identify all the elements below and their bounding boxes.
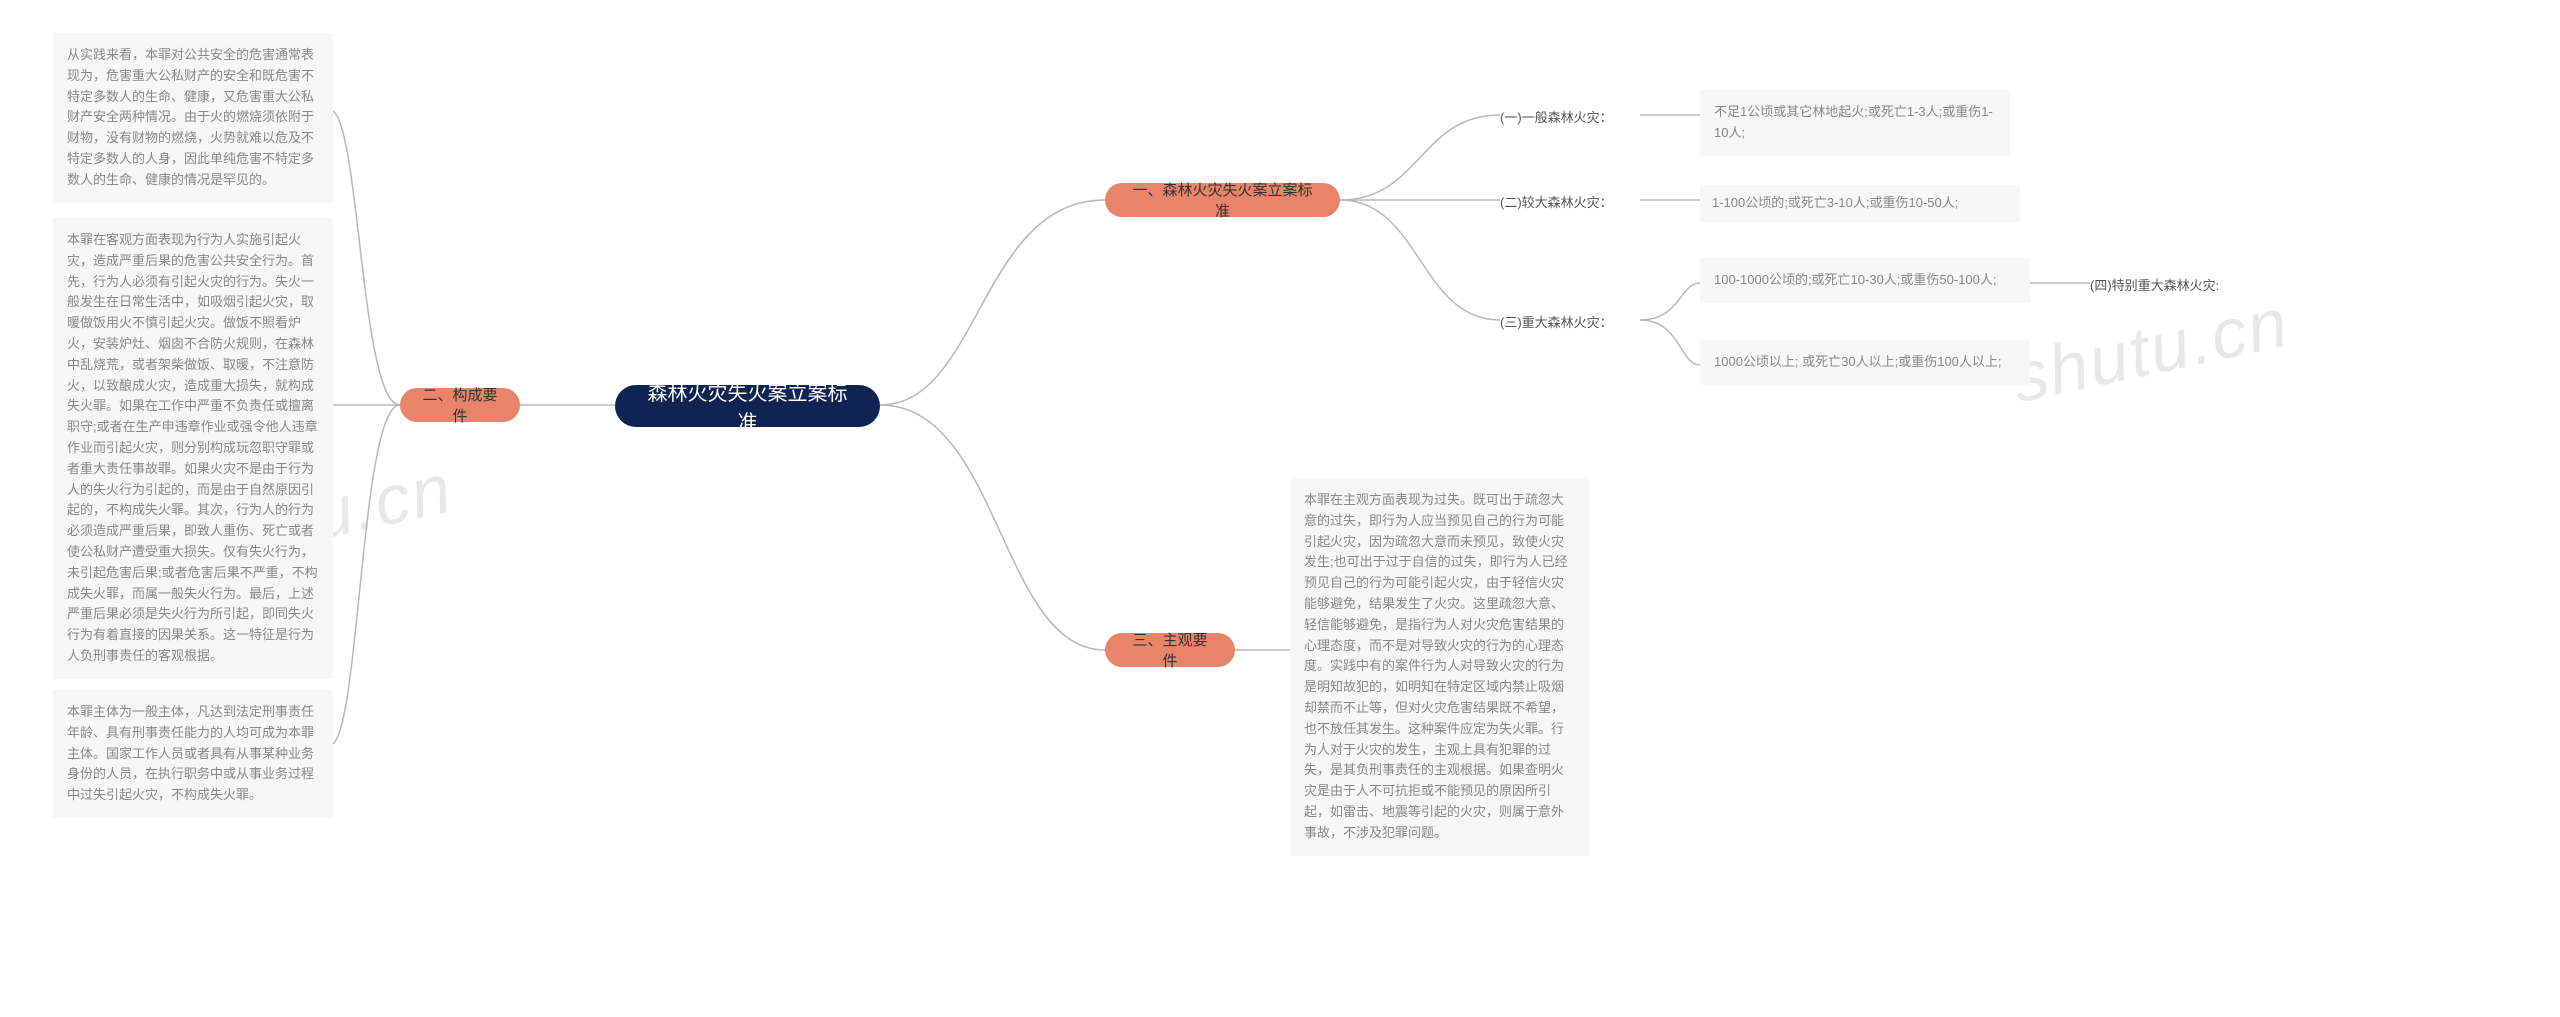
branch-3: 三、主观要件 — [1105, 633, 1235, 667]
branch1-sub2-label: (二)较大森林火灾： — [1500, 192, 1613, 211]
branch1-sub1-label: (一)一般森林火灾： — [1500, 107, 1613, 126]
branch1-sub4-label: (四)特别重大森林火灾: — [2090, 275, 2219, 294]
branch2-sub3-desc: 本罪主体为一般主体，凡达到法定刑事责任年龄、具有刑事责任能力的人均可成为本罪主体… — [53, 690, 333, 818]
branch2-sub2-desc: 本罪在客观方面表现为行为人实施引起火灾，造成严重后果的危害公共安全行为。首先，行… — [53, 218, 333, 679]
root-node: 森林火灾失火案立案标准 — [615, 385, 880, 427]
branch1-sub1-desc: 不足1公顷或其它林地起火;或死亡1-3人;或重伤1-10人; — [1700, 90, 2010, 156]
branch1-sub3-label: (三)重大森林火灾： — [1500, 312, 1613, 331]
branch1-sub3-desc-a: 100-1000公顷的;或死亡10-30人;或重伤50-100人; — [1700, 258, 2030, 303]
branch3-desc: 本罪在主观方面表现为过失。既可出于疏忽大意的过失，即行为人应当预见自己的行为可能… — [1290, 478, 1590, 856]
branch1-sub2-desc: 1-100公顷的;或死亡3-10人;或重伤10-50人; — [1700, 185, 2020, 222]
connector-lines — [0, 0, 2560, 1017]
branch1-sub3-desc-b: 1000公顷以上; 或死亡30人以上;或重伤100人以上; — [1700, 340, 2030, 385]
watermark-right: shutu.cn — [2005, 282, 2296, 419]
branch-1: 一、森林火灾失火案立案标准 — [1105, 183, 1340, 217]
branch-2: 二、构成要件 — [400, 388, 520, 422]
branch2-sub1-desc: 从实践来看，本罪对公共安全的危害通常表现为，危害重大公私财产的安全和既危害不特定… — [53, 33, 333, 203]
